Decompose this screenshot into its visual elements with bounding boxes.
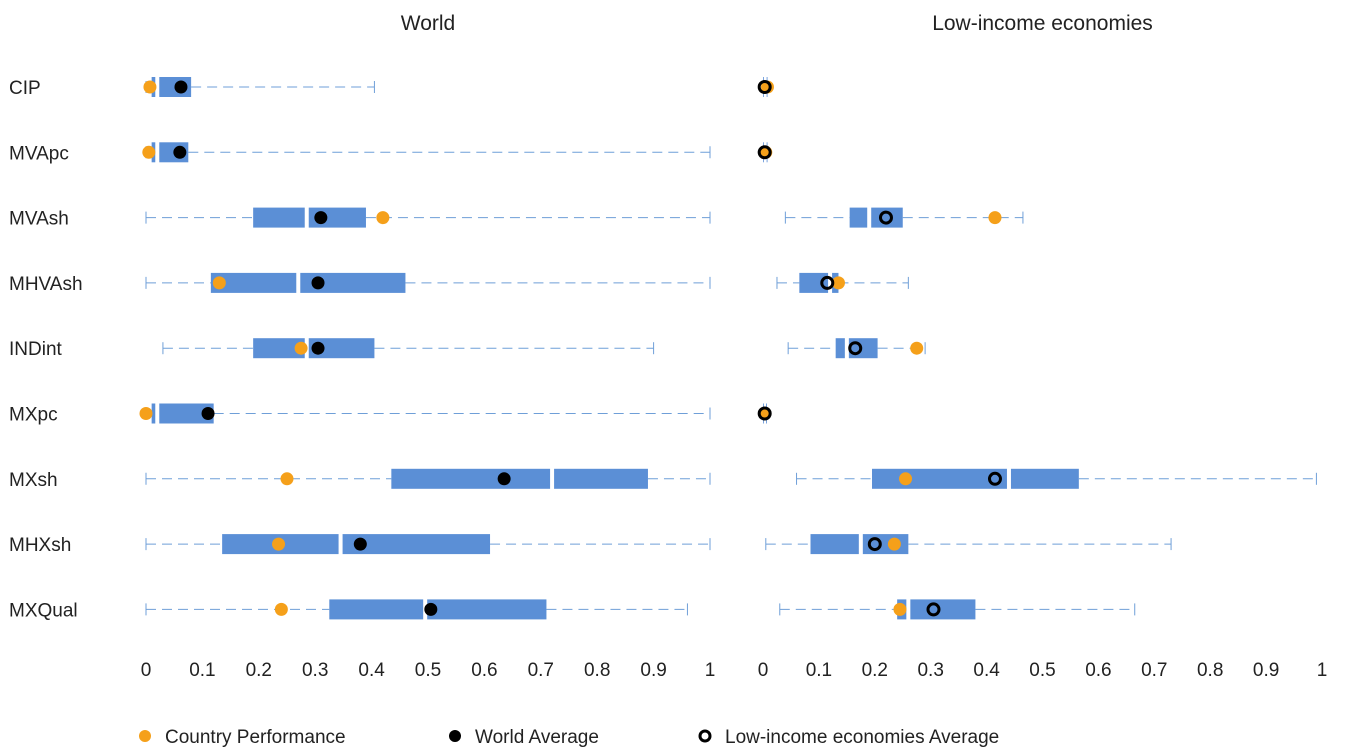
country-point-low-income-mxqual bbox=[893, 602, 907, 616]
tick-label-low-income-9: 0.9 bbox=[1253, 660, 1279, 681]
panel-title-world: World bbox=[401, 12, 455, 35]
tick-label-world-0: 0 bbox=[141, 660, 152, 681]
box-lower-low-income-mvash bbox=[849, 207, 868, 228]
low-income-average-point-low-income-indint bbox=[848, 341, 863, 356]
low-income-average-point-low-income-cip bbox=[757, 80, 772, 94]
tick-label-low-income-3: 0.3 bbox=[917, 660, 943, 681]
category-label-mxsh: MXsh bbox=[9, 470, 58, 491]
tick-label-low-income-2: 0.2 bbox=[862, 660, 888, 681]
world-average-point-world-mxqual bbox=[424, 602, 438, 616]
legend-label-2: Low-income economies Average bbox=[725, 727, 999, 748]
legend-marker-country bbox=[139, 730, 151, 742]
tick-label-low-income-1: 0.1 bbox=[806, 660, 832, 681]
category-label-cip: CIP bbox=[9, 78, 41, 99]
world-average-point-world-mxpc bbox=[201, 407, 215, 420]
world-average-point-world-mhxsh bbox=[353, 537, 367, 551]
box-upper-low-income-mxqual bbox=[910, 599, 976, 620]
box-upper-world-mhxsh bbox=[342, 534, 491, 555]
country-point-world-mvash bbox=[376, 211, 390, 225]
low-income-average-point-low-income-mxpc bbox=[757, 406, 772, 421]
box-lower-low-income-mhxsh bbox=[810, 534, 859, 555]
country-point-world-mxpc bbox=[139, 407, 153, 420]
country-point-world-indint bbox=[294, 341, 308, 355]
category-label-mvash: MVAsh bbox=[9, 209, 69, 230]
box-upper-world-mxsh bbox=[554, 468, 648, 489]
low-income-average-point-low-income-mvash bbox=[878, 210, 893, 225]
country-point-low-income-mhxsh bbox=[887, 537, 901, 551]
country-point-low-income-mhvash bbox=[831, 276, 845, 290]
box-upper-world-mhvash bbox=[300, 272, 406, 293]
category-label-indint: INDint bbox=[9, 339, 63, 360]
category-label-mxpc: MXpc bbox=[9, 405, 58, 426]
box-upper-low-income-mvash bbox=[871, 207, 903, 228]
box-lower-world-mxsh bbox=[391, 468, 551, 489]
box-upper-low-income-indint bbox=[848, 338, 878, 359]
category-label-mxqual: MXQual bbox=[9, 600, 78, 621]
country-point-world-mxsh bbox=[280, 472, 294, 486]
tick-label-world-4: 0.4 bbox=[358, 660, 385, 681]
country-point-low-income-mvash bbox=[988, 211, 1002, 225]
box-lower-world-mhvash bbox=[210, 272, 297, 293]
tick-label-low-income-10: 1 bbox=[1317, 660, 1328, 681]
box-lower-world-mxpc bbox=[151, 403, 156, 424]
tick-label-world-6: 0.6 bbox=[471, 660, 497, 681]
box-upper-world-mxqual bbox=[427, 599, 547, 620]
legend-label-1: World Average bbox=[475, 727, 599, 748]
box-lower-low-income-mxsh bbox=[872, 468, 1007, 489]
box-lower-world-mxqual bbox=[329, 599, 424, 620]
legend-marker-low-income-average bbox=[698, 729, 712, 743]
tick-label-world-1: 0.1 bbox=[189, 660, 215, 681]
low-income-average-point-low-income-mvapc bbox=[757, 145, 772, 160]
box-lower-world-mvash bbox=[253, 207, 305, 228]
country-point-world-mhvash bbox=[212, 276, 226, 290]
country-point-world-cip bbox=[143, 80, 157, 94]
country-point-world-mxqual bbox=[274, 602, 288, 616]
tick-label-low-income-7: 0.7 bbox=[1141, 660, 1167, 681]
panel-title-low-income: Low-income economies bbox=[932, 12, 1153, 35]
tick-label-low-income-8: 0.8 bbox=[1197, 660, 1223, 681]
box-lower-low-income-mhvash bbox=[799, 272, 829, 293]
world-average-point-world-mvapc bbox=[173, 145, 187, 159]
box-upper-low-income-mxsh bbox=[1010, 468, 1079, 489]
tick-label-world-5: 0.5 bbox=[415, 660, 441, 681]
legend-marker-world-average bbox=[449, 730, 461, 742]
category-label-mvapc: MVApc bbox=[9, 143, 69, 164]
tick-label-low-income-0: 0 bbox=[758, 660, 769, 681]
country-point-low-income-mxsh bbox=[899, 472, 913, 486]
world-average-point-world-indint bbox=[311, 341, 325, 355]
tick-label-low-income-6: 0.6 bbox=[1085, 660, 1111, 681]
world-average-point-world-mxsh bbox=[497, 472, 511, 486]
world-average-point-world-mhvash bbox=[311, 276, 325, 290]
box-lower-low-income-indint bbox=[835, 338, 845, 359]
low-income-average-point-low-income-mxqual bbox=[926, 602, 941, 617]
country-point-low-income-indint bbox=[910, 341, 924, 355]
tick-label-world-10: 1 bbox=[705, 660, 716, 681]
box-upper-world-indint bbox=[308, 338, 375, 359]
world-average-point-world-mvash bbox=[314, 211, 328, 225]
legend-label-0: Country Performance bbox=[165, 727, 346, 748]
world-average-point-world-cip bbox=[174, 80, 188, 94]
box-upper-world-mxpc bbox=[159, 403, 214, 424]
tick-label-world-8: 0.8 bbox=[584, 660, 610, 681]
box-lower-world-indint bbox=[253, 338, 305, 359]
category-label-mhxsh: MHXsh bbox=[9, 535, 71, 556]
tick-label-low-income-5: 0.5 bbox=[1029, 660, 1055, 681]
category-label-mhvash: MHVAsh bbox=[9, 274, 83, 295]
low-income-average-point-low-income-mhxsh bbox=[867, 537, 882, 552]
low-income-average-point-low-income-mxsh bbox=[987, 471, 1002, 486]
tick-label-world-9: 0.9 bbox=[640, 660, 666, 681]
tick-label-world-7: 0.7 bbox=[528, 660, 554, 681]
country-point-world-mhxsh bbox=[272, 537, 286, 551]
country-point-world-mvapc bbox=[142, 145, 156, 159]
low-income-average-point-low-income-mhvash bbox=[820, 275, 835, 290]
tick-label-low-income-4: 0.4 bbox=[973, 660, 1000, 681]
tick-label-world-2: 0.2 bbox=[246, 660, 272, 681]
tick-label-world-3: 0.3 bbox=[302, 660, 328, 681]
